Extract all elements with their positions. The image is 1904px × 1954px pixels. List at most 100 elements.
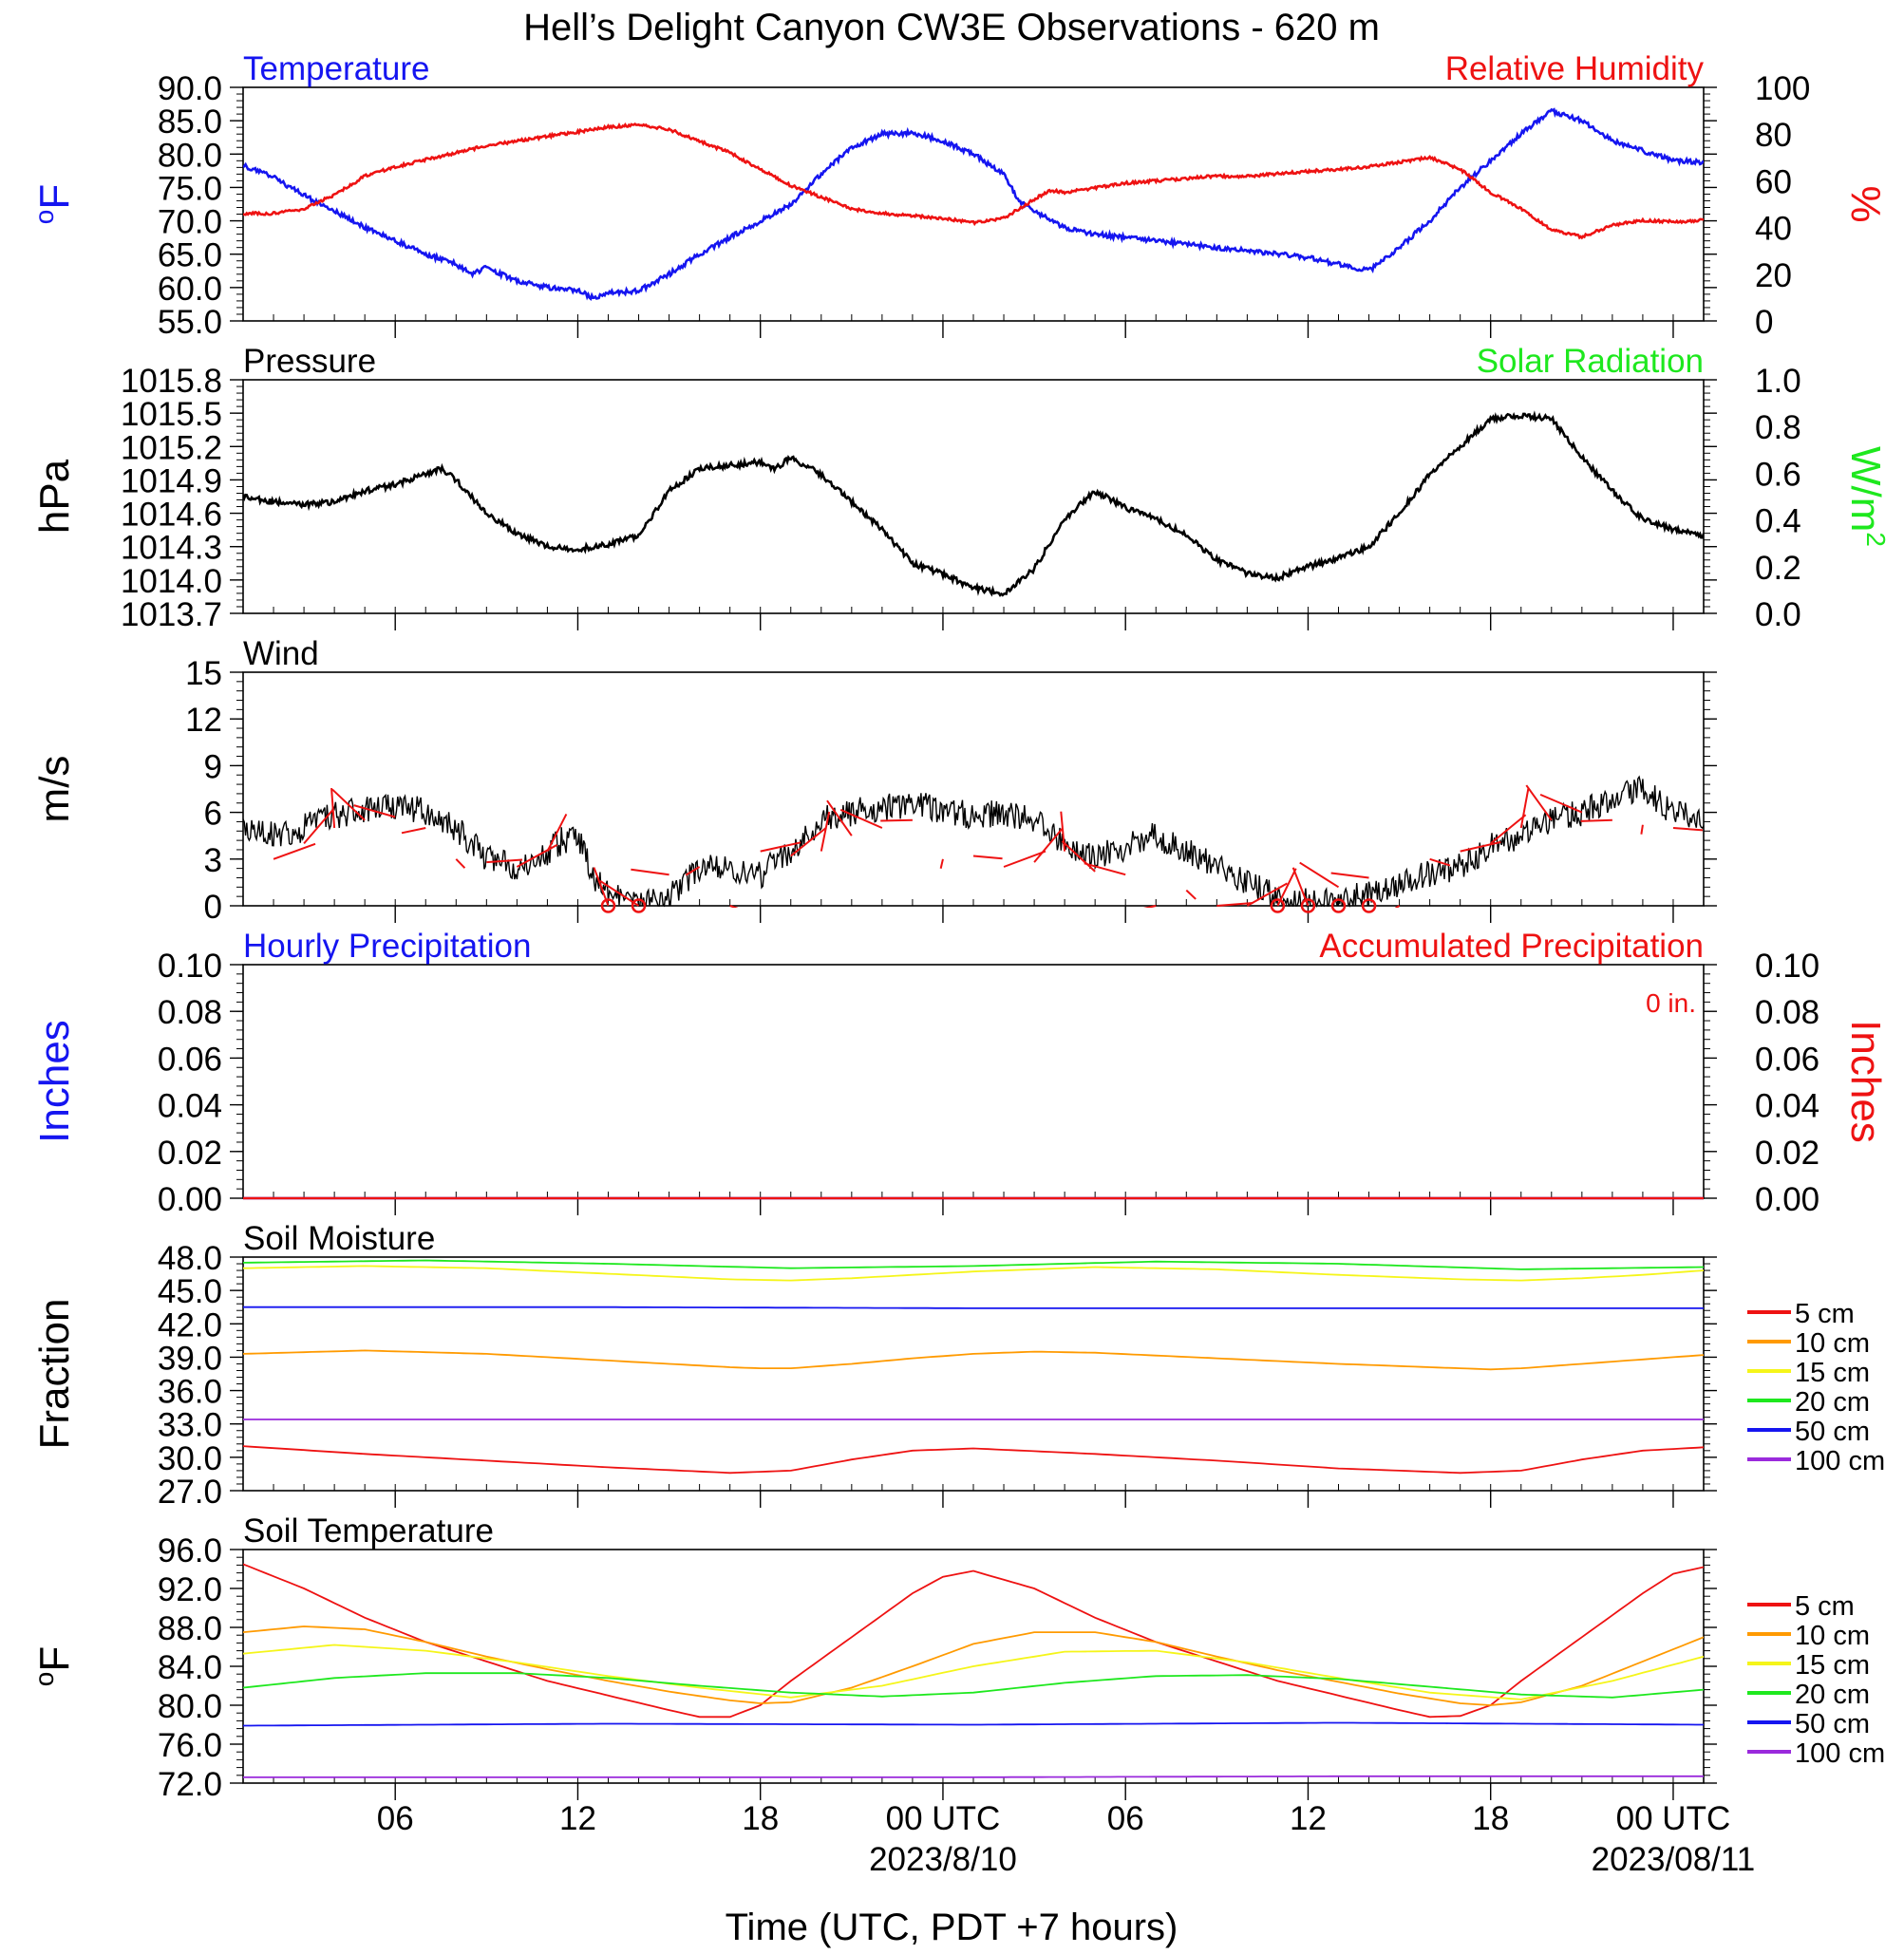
figure-title: Hell’s Delight Canyon CW3E Observations … (523, 7, 1380, 48)
degree-f: F (31, 184, 78, 210)
x-date-label: 2023/08/11 (1592, 1841, 1756, 1878)
wind-barb (273, 842, 316, 860)
wind-barb (939, 858, 944, 869)
y-tick-label-right: 0 (1755, 304, 1773, 341)
y-tick-label-right: 0.08 (1755, 994, 1819, 1031)
y-tick-label-left: 0.00 (158, 1181, 222, 1218)
y-tick-label-left: 76.0 (158, 1727, 222, 1764)
y-tick-label-left: 30.0 (158, 1440, 222, 1477)
y-tick-label-left: 42.0 (158, 1306, 222, 1343)
wind-barb (760, 841, 801, 853)
y-tick-label-left: 0.02 (158, 1135, 222, 1172)
series-group (243, 1259, 1704, 1475)
panel-title-right: Solar Radiation (1477, 343, 1704, 380)
series-line-temperature (243, 107, 1704, 302)
panel-title-left: Pressure (243, 343, 376, 380)
panels: 90.085.080.075.070.065.060.055.010080604… (29, 50, 1891, 1803)
wind-barb (599, 880, 640, 907)
x-date-label: 2023/8/10 (869, 1841, 1017, 1878)
y-axis-label-left: oF (29, 184, 78, 224)
series-line-50-cm (243, 1721, 1704, 1727)
calm-wind-marker (1361, 898, 1377, 913)
superscript-2: 2 (1861, 532, 1891, 547)
degree-o: o (29, 1672, 59, 1687)
y-tick-label-left: 27.0 (158, 1474, 222, 1511)
wind-barb (1084, 862, 1126, 876)
y-axis-label-left: oF (29, 1646, 78, 1686)
calm-wind-marker (631, 898, 647, 913)
wind-barb (685, 866, 701, 876)
y-tick-label-left: 45.0 (158, 1273, 222, 1310)
wind-barb (546, 813, 568, 853)
series-line-50-cm (243, 1306, 1704, 1309)
wind-barb (631, 868, 669, 876)
y-tick-label-right: 80 (1755, 117, 1792, 154)
y-tick-label-left: 0.06 (158, 1041, 222, 1078)
x-tick-label: 06 (1107, 1800, 1144, 1837)
y-tick-label-right: 1.0 (1755, 363, 1801, 400)
y-tick-label-right: 20 (1755, 257, 1792, 294)
y-tick-label-left: 1013.7 (121, 596, 222, 633)
y-tick-label-left: 6 (204, 796, 222, 833)
y-tick-label-left: 1015.8 (121, 363, 222, 400)
panel-precip: 0.10 0.08 0.06 0.04 0.02 0.00 0.10 0.08 0.06 0.04… (31, 928, 1889, 1218)
y-axis-label-right: % (1842, 185, 1889, 222)
series-line-wind-speed (243, 775, 1704, 908)
y-tick-label-right: 40 (1755, 211, 1792, 248)
y-tick-label-right: 0.10 (1755, 948, 1819, 985)
panel-soil_temperature: 96.092.088.084.080.076.072.0 Soil Tempera… (29, 1512, 1885, 1803)
panel-wind: 15 12 9 6 3 0 Wind m/s (31, 635, 1717, 926)
legend-label: 15 cm (1795, 1358, 1870, 1388)
y-tick-label-left: 75.0 (158, 170, 222, 207)
wind-barb (1142, 905, 1157, 908)
y-tick-label-left: 65.0 (158, 237, 222, 274)
panel-title-left: Soil Temperature (243, 1512, 494, 1550)
y-axis-label-left: hPa (31, 459, 78, 534)
legend-label: 20 cm (1795, 1680, 1870, 1710)
y-tick-label-left: 1015.2 (121, 429, 222, 466)
y-tick-label-left: 90.0 (158, 70, 222, 107)
x-tick-label: 00 UTC (886, 1800, 1001, 1837)
y-tick-label-left: 72.0 (158, 1766, 222, 1803)
wind-barb (455, 858, 466, 869)
y-tick-label-left: 1015.5 (121, 396, 222, 433)
wind-barb (972, 855, 1003, 860)
wind-barb (1640, 824, 1644, 835)
y-axis-label-right: Inches (1842, 1020, 1889, 1143)
wind-barb (1216, 902, 1254, 907)
x-tick-label: 00 UTC (1616, 1800, 1731, 1837)
y-tick-label-right: 0.0 (1755, 596, 1801, 633)
legend-label: 20 cm (1795, 1387, 1870, 1418)
x-axis-label: Time (UTC, PDT +7 hours) (726, 1907, 1178, 1948)
y-tick-label-left: 33.0 (158, 1407, 222, 1444)
y-tick-label-left: 1014.3 (121, 530, 222, 567)
wind-barb (353, 804, 396, 818)
calm-wind-marker (1330, 898, 1347, 913)
wind-barb (1580, 818, 1612, 822)
y-tick-label-left: 0.10 (158, 948, 222, 985)
y-axis-label-left: Inches (31, 1020, 78, 1143)
y-tick-label-left: 1014.6 (121, 497, 222, 534)
legend-label: 100 cm (1795, 1446, 1885, 1476)
y-tick-label-right: 0.4 (1755, 503, 1801, 540)
y-tick-label-left: 96.0 (158, 1532, 222, 1569)
y-tick-label-left: 70.0 (158, 204, 222, 241)
wind-barb (1460, 840, 1501, 853)
legend-label: 50 cm (1795, 1709, 1870, 1739)
series-line-5-cm (243, 1563, 1704, 1719)
series-line-20-cm (243, 1259, 1704, 1270)
wind-barb (1330, 872, 1369, 879)
legend-label: 10 cm (1795, 1621, 1870, 1651)
x-tick-label: 12 (1290, 1800, 1327, 1837)
panel-title-right: Accumulated Precipitation (1319, 928, 1704, 965)
y-tick-label-left: 88.0 (158, 1610, 222, 1647)
wind-barb (1525, 784, 1553, 821)
wind-barb (729, 905, 739, 908)
series-line-10-cm (243, 1349, 1704, 1371)
accumulated-total-label: 0 in. (1646, 988, 1696, 1018)
series-line-100-cm (243, 1775, 1704, 1778)
wind-barb (1246, 882, 1288, 907)
wind-barb (1490, 814, 1527, 845)
legend-label: 50 cm (1795, 1417, 1870, 1447)
y-tick-label-left: 12 (185, 702, 222, 739)
